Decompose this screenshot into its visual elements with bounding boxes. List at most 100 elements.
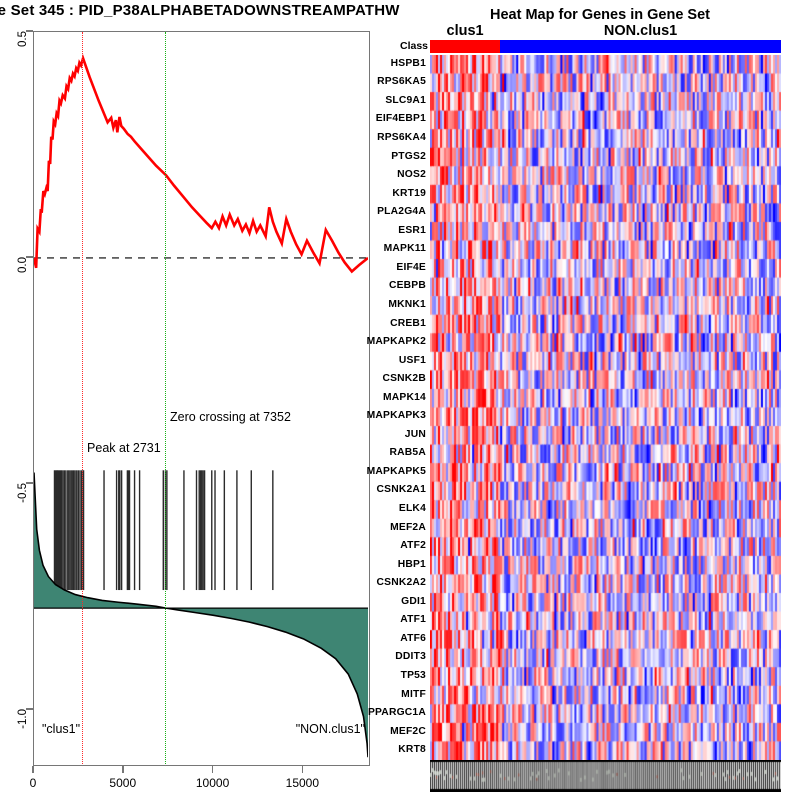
x-axis: 0 5000 10000 15000 <box>30 766 370 800</box>
x-axis-tick-mark <box>122 766 124 773</box>
heatmap-gene-row: MAPKAPK2 <box>367 333 781 352</box>
heatmap-gene-row: GDI1 <box>401 593 781 612</box>
heatmap-gene-row: MAPK11 <box>384 241 781 260</box>
heatmap-gene-row: CEBPB <box>389 278 781 297</box>
y-axis-tick-label: -0.5 <box>17 482 29 503</box>
heatmap-gene-label: ATF1 <box>400 614 426 626</box>
heatmap-gene-label: ESR1 <box>398 224 426 236</box>
x-axis-tick-label: 0 <box>29 776 37 790</box>
gsea-enrichment-panel: ne Set 345 : PID_P38ALPHABETADOWNSTREAMP… <box>0 2 400 800</box>
gsea-plot-title: ne Set 345 : PID_P38ALPHABETADOWNSTREAMP… <box>0 2 400 20</box>
heatmap-gene-row: MEF2A <box>390 519 781 538</box>
heatmap-gene-label: CSNK2B <box>382 373 426 385</box>
heatmap-gene-label: MAPK11 <box>383 243 426 255</box>
plot-frame: Peak at 2731 Zero crossing at 7352 "clus… <box>33 31 370 766</box>
heatmap-gene-row: ELK4 <box>399 500 781 519</box>
heatmap-gene-label: ELK4 <box>398 503 426 515</box>
heatmap-gene-row: MAPK14 <box>383 389 781 408</box>
heatmap-gene-label: CSNK2A2 <box>376 577 426 589</box>
heatmap-gene-row: DDIT3 <box>395 649 781 668</box>
heatmap-gene-label: TP53 <box>400 670 426 681</box>
heatmap-gene-label: MAPK14 <box>383 391 426 403</box>
x-axis-tick-mark <box>301 766 304 773</box>
heatmap-gene-label: MKNK1 <box>388 298 426 310</box>
y-axis-tick-mark <box>26 30 33 32</box>
heatmap-gene-label: GDI1 <box>401 595 426 607</box>
heatmap-gene-row: CSNK2B <box>382 370 781 389</box>
heatmap-gene-label: PPARGC1A <box>367 707 426 719</box>
zero-crossing-annotation: Zero crossing at 7352 <box>170 409 291 424</box>
heatmap-gene-row: PTGS2 <box>391 148 781 167</box>
heatmap-gene-label: RPS6KA5 <box>377 76 426 88</box>
zero-crossing-vertical-line <box>165 32 167 764</box>
x-axis-tick-label: 10000 <box>195 776 230 790</box>
y-axis-tick-mark <box>26 708 33 710</box>
heatmap-gene-row: MAPKAPK5 <box>367 463 781 482</box>
heatmap-gene-row: CSNK2A2 <box>377 574 781 593</box>
class-row-label: Class <box>400 40 429 52</box>
y-axis-tick-mark <box>26 482 33 484</box>
heatmap-gene-row: ESR1 <box>398 222 781 241</box>
heatmap-gene-row: TP53 <box>401 667 781 686</box>
heatmap-gene-row: HBP1 <box>398 556 781 575</box>
heatmap-gene-label: RPS6KA4 <box>377 131 426 143</box>
heatmap-gene-label: CEBPB <box>388 280 426 292</box>
heatmap-gene-label: HSPB1 <box>390 57 426 69</box>
heatmap-gene-row: ATF2 <box>400 537 781 556</box>
heatmap-gene-row: EIF4E <box>396 259 781 278</box>
heatmap-gene-label: DDIT3 <box>395 651 426 663</box>
heatmap-panel: Heat Map for Genes in Gene Set Class HSP… <box>367 0 800 800</box>
heatmap-gene-row: KRT8 <box>398 741 781 760</box>
heatmap-gene-label: MAPKAPK2 <box>366 336 426 348</box>
heatmap-gene-label: EIF4E <box>396 261 426 273</box>
heatmap-gene-label: EIF4EBP1 <box>375 113 426 125</box>
heatmap-gene-row: MITF <box>401 686 781 705</box>
heatmap-gene-row: PLA2G4A <box>377 203 781 222</box>
heatmap-gene-label: MEF2C <box>390 725 426 737</box>
heatmap-gene-row: USF1 <box>399 352 781 371</box>
x-axis-tick-mark <box>32 766 34 773</box>
y-axis-tick-label: -1.0 <box>17 708 29 729</box>
heatmap-gene-label: CSNK2A1 <box>376 484 426 496</box>
heatmap-gene-label: HBP1 <box>397 558 426 570</box>
heatmap-gene-label: SLC9A1 <box>385 94 426 106</box>
enrichment-score-curve <box>34 53 368 274</box>
heatmap-gene-row: PPARGC1A <box>368 704 781 723</box>
heatmap-gene-label: PTGS2 <box>391 150 426 162</box>
y-axis-tick-mark <box>26 256 33 258</box>
x-axis-tick-mark <box>211 766 214 773</box>
heatmap-gene-row: CSNK2A1 <box>377 482 781 501</box>
heatmap-title: Heat Map for Genes in Gene Set <box>490 7 710 23</box>
heatmap-gene-row: ATF1 <box>400 612 781 631</box>
peak-vertical-line <box>82 32 84 764</box>
y-axis-tick-label: 0.5 <box>17 31 29 47</box>
heatmap-gene-label: USF1 <box>398 354 426 366</box>
heatmap-gene-label: KRT8 <box>398 744 426 756</box>
heatmap-gene-label: CREB1 <box>390 317 426 329</box>
y-axis-tick-label: 0.0 <box>17 256 29 273</box>
heatmap-gene-row: MKNK1 <box>388 296 781 315</box>
heatmap-gene-label: MEF2A <box>390 521 426 533</box>
heatmap-gene-label: RAB5A <box>389 447 426 459</box>
heatmap-canvas <box>430 55 781 760</box>
x-axis-tick-label: 5000 <box>109 776 137 790</box>
heatmap-gene-label: NOS2 <box>397 169 426 181</box>
peak-annotation: Peak at 2731 <box>87 441 161 456</box>
heatmap-gene-labels: HSPB1 RPS6KA5 SLC9A1 EIF4EBP1 RPS6KA4 PTGS2 NO… <box>367 55 781 760</box>
ranked-list-metric-curve <box>34 472 368 758</box>
heatmap-gene-row: HSPB1 <box>391 55 781 74</box>
heatmap-gene-label: ATF2 <box>400 540 426 552</box>
class-name-label: clus1 <box>446 23 484 39</box>
heatmap-gene-row: JUN <box>405 426 781 445</box>
class-name-label: NON.clus1 <box>603 23 678 39</box>
heatmap-gene-label: ATF6 <box>400 632 426 644</box>
y-axis: 0.5 0.0 -0.5 -1.0 <box>0 30 33 766</box>
heatmap-gene-row: RPS6KA4 <box>377 129 781 148</box>
heatmap-gene-row: ATF6 <box>400 630 781 649</box>
heatmap-gene-row: EIF4EBP1 <box>376 111 781 130</box>
phenotype-label-right: "NON.clus1" <box>295 722 365 737</box>
heatmap-gene-label: KRT19 <box>392 187 426 199</box>
class-color-bar <box>430 40 781 53</box>
heatmap-gene-row: SLC9A1 <box>385 92 781 111</box>
